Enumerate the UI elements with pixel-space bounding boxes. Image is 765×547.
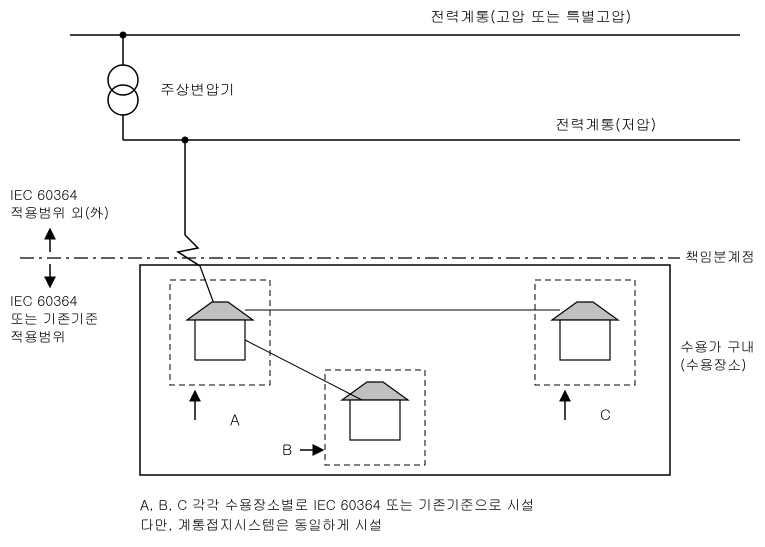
house-c-roof <box>552 302 618 320</box>
service-drop-zigzag <box>178 235 200 266</box>
house-a-roof <box>187 302 253 320</box>
responsibility-point-label: 책임분계점 <box>685 246 755 266</box>
transformer-label: 주상변압기 <box>160 79 235 100</box>
footnote-line-1: A, B, C 각각 수용장소별로 IEC 60364 또는 기존기준으로 시설 <box>140 494 535 514</box>
house-a-body <box>195 320 245 360</box>
customer-premises-label-2: (수용장소) <box>680 354 747 374</box>
line-a-to-b <box>245 340 362 400</box>
house-b-label: B <box>282 439 292 460</box>
house-c-label: C <box>600 404 611 425</box>
hv-system-label: 전력계통(고압 또는 특별고압) <box>430 6 631 27</box>
house-b-body <box>350 400 400 440</box>
iec-inside-label-1: IEC 60364 <box>10 290 77 310</box>
iec-inside-label-3: 적용범위 <box>10 326 66 346</box>
power-system-diagram: 전력계통(고압 또는 특별고압) 주상변압기 전력계통(저압) IEC 6036… <box>0 0 765 547</box>
pole-transformer-icon <box>108 65 138 115</box>
house-a-label: A <box>230 409 240 430</box>
lv-system-label: 전력계통(저압) <box>555 114 656 135</box>
footnote-line-2: 다만, 계통접지시스템은 동일하게 시설 <box>140 514 383 534</box>
house-c-body <box>560 320 610 360</box>
house-b-roof <box>342 382 408 400</box>
customer-premises-label-1: 수용가 구내 <box>680 336 755 356</box>
iec-outside-label-2: 적용범위 외(外) <box>10 202 109 222</box>
house-a-group <box>170 280 270 385</box>
house-b-group <box>325 370 425 465</box>
iec-inside-label-2: 또는 기존기준 <box>10 308 99 328</box>
house-c-group <box>535 280 635 385</box>
iec-outside-label-1: IEC 60364 <box>10 184 77 204</box>
